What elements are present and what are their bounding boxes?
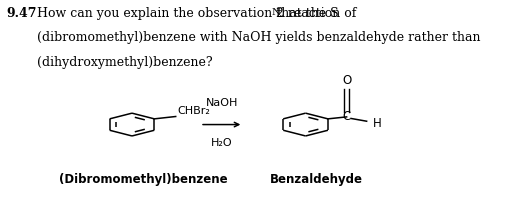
Text: O: O: [342, 74, 351, 87]
Text: N: N: [271, 8, 281, 17]
Text: CHBr₂: CHBr₂: [177, 106, 210, 115]
Text: Benzaldehyde: Benzaldehyde: [270, 172, 363, 186]
Text: (dihydroxymethyl)benzene?: (dihydroxymethyl)benzene?: [37, 56, 213, 69]
Text: (dibromomethyl)benzene with NaOH yields benzaldehyde rather than: (dibromomethyl)benzene with NaOH yields …: [37, 31, 480, 44]
Text: (Dibromomethyl)benzene: (Dibromomethyl)benzene: [59, 172, 227, 186]
Text: H: H: [372, 117, 381, 130]
Text: 2 reaction of: 2 reaction of: [276, 7, 356, 20]
Text: How can you explain the observation that the S: How can you explain the observation that…: [37, 7, 339, 20]
Text: 9.47: 9.47: [6, 7, 36, 20]
Text: C: C: [343, 110, 350, 123]
Text: NaOH: NaOH: [205, 98, 238, 108]
Text: H₂O: H₂O: [211, 138, 232, 148]
